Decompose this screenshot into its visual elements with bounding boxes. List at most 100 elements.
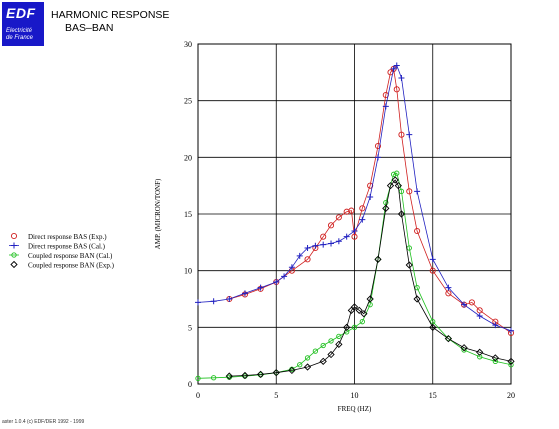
series-4-point — [288, 366, 296, 375]
legend-marker — [10, 260, 18, 269]
series-1-point — [429, 267, 436, 274]
legend-label: Direct response BAS (Exp.) — [28, 233, 107, 241]
series-2-point — [351, 228, 358, 234]
series-3-point — [195, 375, 201, 381]
series-4-point — [335, 340, 343, 348]
y-tick-label: 30 — [184, 40, 192, 49]
logo-subtext-1: Electricité — [6, 28, 33, 34]
y-tick-label: 10 — [184, 267, 192, 276]
series-2-point — [335, 238, 342, 245]
series-2-point — [414, 188, 421, 195]
series-2-point — [343, 233, 350, 240]
series-1-point — [393, 86, 400, 93]
series-3-point — [359, 319, 365, 325]
series-1-point — [476, 307, 483, 314]
series-2-point — [312, 242, 319, 249]
series-3-point — [312, 348, 319, 354]
series-4-point — [327, 350, 335, 359]
series-2-point — [398, 75, 405, 81]
series-4-point — [460, 344, 468, 352]
series-1-point — [398, 131, 405, 138]
series-4-point — [382, 204, 390, 212]
series-1-point — [445, 290, 452, 297]
series-4-point — [394, 182, 402, 190]
series-4-point — [444, 335, 453, 343]
series-3-point — [508, 362, 514, 368]
series-4-point — [350, 303, 359, 311]
series-4-point — [397, 210, 406, 218]
series-4-point — [366, 295, 374, 303]
series-2-point — [492, 322, 499, 329]
series-2-point — [461, 301, 468, 308]
series-4-point — [507, 357, 515, 365]
series-3-point — [492, 358, 498, 364]
series-2-point — [393, 62, 400, 69]
legend-marker — [11, 252, 17, 258]
edf-logo: EDF Electricité de France — [2, 2, 44, 46]
series-2-point — [257, 284, 264, 291]
series-1-point — [335, 214, 342, 221]
y-tick-label: 20 — [184, 153, 192, 162]
legend-label: Coupled response BAN (Exp.) — [28, 262, 115, 270]
series-3-point — [336, 333, 342, 340]
series-4-point — [343, 323, 351, 331]
series-2-point — [445, 284, 452, 291]
series-4-point — [491, 354, 499, 362]
series-4-point — [374, 255, 382, 263]
x-tick-label: 15 — [429, 391, 437, 400]
chart-subtitle: BAS–BAN — [65, 22, 114, 34]
series-1-point — [320, 233, 327, 240]
y-tick-label: 15 — [184, 210, 192, 219]
y-tick-label: 25 — [184, 97, 192, 106]
series-3-point — [445, 336, 452, 342]
series-2-point — [374, 154, 381, 161]
series-2-point — [382, 103, 389, 110]
series-4-point — [405, 261, 413, 269]
series-3-point — [351, 324, 358, 330]
series-1-point — [374, 142, 382, 150]
series-4-point — [476, 348, 484, 356]
series-4-point — [355, 306, 363, 314]
series-3-point — [394, 170, 400, 176]
chart-title: HARMONIC RESPONSE — [51, 9, 170, 21]
series-4-point — [391, 176, 399, 184]
legend-label: Coupled response BAN (Cal.) — [28, 252, 113, 260]
series-1-point — [348, 207, 355, 214]
legend-marker — [10, 232, 18, 240]
legend-label: Direct response BAS (Cal.) — [28, 243, 106, 251]
series-1-point — [468, 299, 475, 306]
series-3-point — [320, 342, 326, 349]
series-3-point — [477, 354, 483, 360]
series-1-point — [414, 227, 421, 235]
series-3-point — [328, 338, 334, 344]
series-1-point — [351, 233, 358, 240]
series-4-point — [225, 372, 233, 380]
series-2-point — [320, 241, 327, 248]
series-4-point — [272, 369, 280, 377]
logo-subtext-2: de France — [6, 35, 34, 41]
series-2-point — [359, 216, 366, 223]
x-tick-label: 0 — [196, 391, 200, 400]
series-4-point — [360, 310, 368, 318]
series-3-point — [210, 375, 217, 381]
series-2-point — [304, 245, 311, 251]
series-2-point — [390, 65, 397, 72]
series-3-point — [304, 355, 311, 361]
series-1-point — [327, 222, 335, 229]
series-3-point — [297, 362, 303, 368]
series-1-point — [406, 188, 413, 195]
x-tick-label: 10 — [351, 391, 359, 400]
series-3-point — [390, 171, 397, 177]
series-4-point — [413, 295, 421, 303]
x-axis-label: FREQ (HZ) — [338, 405, 372, 413]
series-2-point — [296, 252, 303, 259]
y-tick-label: 0 — [188, 380, 192, 389]
series-2-point — [367, 194, 374, 200]
series-2-point — [195, 299, 201, 306]
x-tick-label: 20 — [507, 391, 515, 400]
logo-text: EDF — [6, 5, 36, 21]
series-2-point — [281, 273, 288, 280]
series-2-point — [273, 279, 280, 285]
series-2-point — [288, 264, 295, 271]
y-axis-label: AMP. (MICRON/TONF) — [154, 178, 162, 249]
